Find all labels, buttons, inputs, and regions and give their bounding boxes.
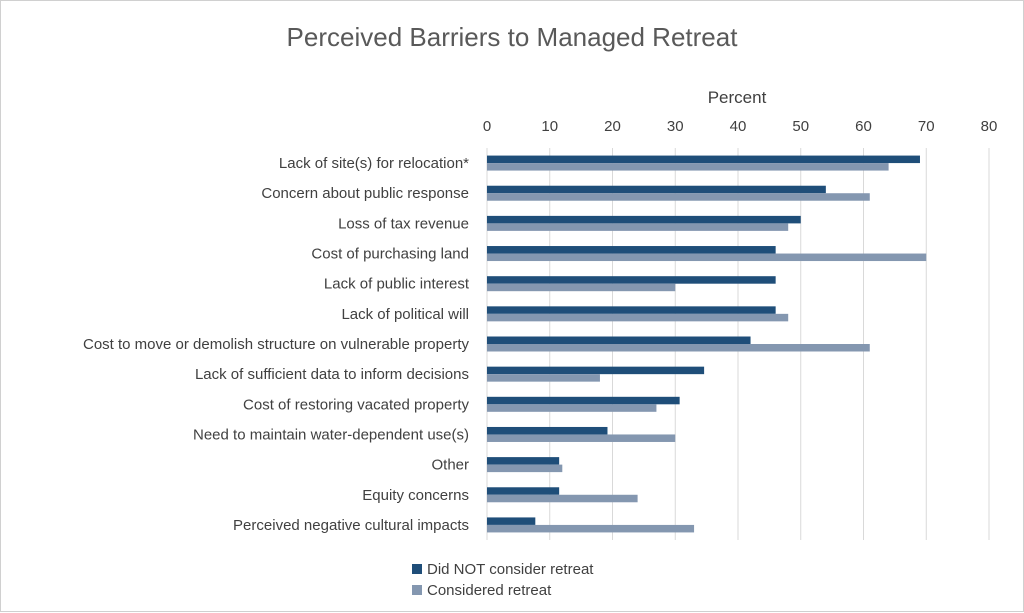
bar-considered — [487, 253, 927, 262]
bar-considered — [487, 494, 638, 503]
legend-swatch — [412, 564, 422, 574]
bar-did-not-consider — [487, 457, 560, 465]
bar-considered — [487, 434, 676, 442]
category-label: Cost of purchasing land — [311, 246, 469, 263]
bar-considered — [487, 374, 600, 382]
bar-did-not-consider — [487, 487, 560, 495]
bar-did-not-consider — [487, 215, 801, 224]
x-tick-label: 50 — [792, 118, 809, 135]
category-label: Need to maintain water-dependent use(s) — [193, 426, 469, 443]
category-label: Cost to move or demolish structure on vu… — [83, 336, 470, 353]
bar-did-not-consider — [487, 366, 705, 375]
bar-did-not-consider — [487, 426, 608, 435]
bar-did-not-consider — [487, 246, 776, 254]
bar-did-not-consider — [487, 155, 920, 164]
bar-considered — [487, 163, 889, 171]
x-tick-label: 70 — [918, 118, 935, 135]
bar-did-not-consider — [487, 306, 776, 314]
x-tick-label: 80 — [981, 118, 998, 135]
legend-label: Did NOT consider retreat — [427, 561, 594, 578]
category-label: Lack of political will — [341, 306, 469, 323]
x-tick-label: 60 — [855, 118, 872, 135]
bar-considered — [487, 464, 563, 473]
bars — [487, 155, 927, 533]
bar-considered — [487, 524, 695, 533]
category-label: Perceived negative cultural impacts — [233, 517, 469, 534]
category-label: Cost of restoring vacated property — [243, 396, 469, 413]
chart-title: Perceived Barriers to Managed Retreat — [287, 22, 739, 52]
bar-considered — [487, 223, 789, 231]
bar-considered — [487, 283, 676, 292]
bar-did-not-consider — [487, 396, 680, 405]
bar-considered — [487, 404, 657, 412]
category-label: Lack of sufficient data to inform decisi… — [195, 366, 469, 383]
bar-did-not-consider — [487, 336, 751, 344]
legend: Did NOT consider retreat Considered retre… — [412, 561, 594, 599]
category-label: Equity concerns — [362, 487, 469, 504]
x-tick-label: 20 — [604, 118, 621, 135]
x-tick-label: 0 — [483, 118, 491, 135]
legend-swatch — [412, 585, 422, 595]
bar-considered — [487, 344, 870, 352]
x-tick-label: 10 — [541, 118, 558, 135]
category-label: Other — [431, 457, 469, 474]
x-axis-title: Percent — [708, 88, 767, 107]
bar-considered — [487, 193, 870, 201]
bar-did-not-consider — [487, 517, 536, 525]
bar-considered — [487, 313, 789, 322]
category-label: Lack of public interest — [324, 276, 470, 293]
x-axis-ticks: 0 10 20 30 40 50 60 70 80 — [483, 118, 998, 135]
bar-did-not-consider — [487, 185, 826, 194]
category-label: Loss of tax revenue — [338, 215, 469, 232]
category-label: Lack of site(s) for relocation* — [279, 155, 469, 172]
x-tick-label: 40 — [730, 118, 747, 135]
x-tick-label: 30 — [667, 118, 684, 135]
bar-did-not-consider — [487, 276, 776, 284]
category-label: Concern about public response — [261, 185, 469, 202]
category-labels: Lack of site(s) for relocation* Concern a… — [83, 155, 470, 534]
legend-label: Considered retreat — [427, 582, 552, 599]
